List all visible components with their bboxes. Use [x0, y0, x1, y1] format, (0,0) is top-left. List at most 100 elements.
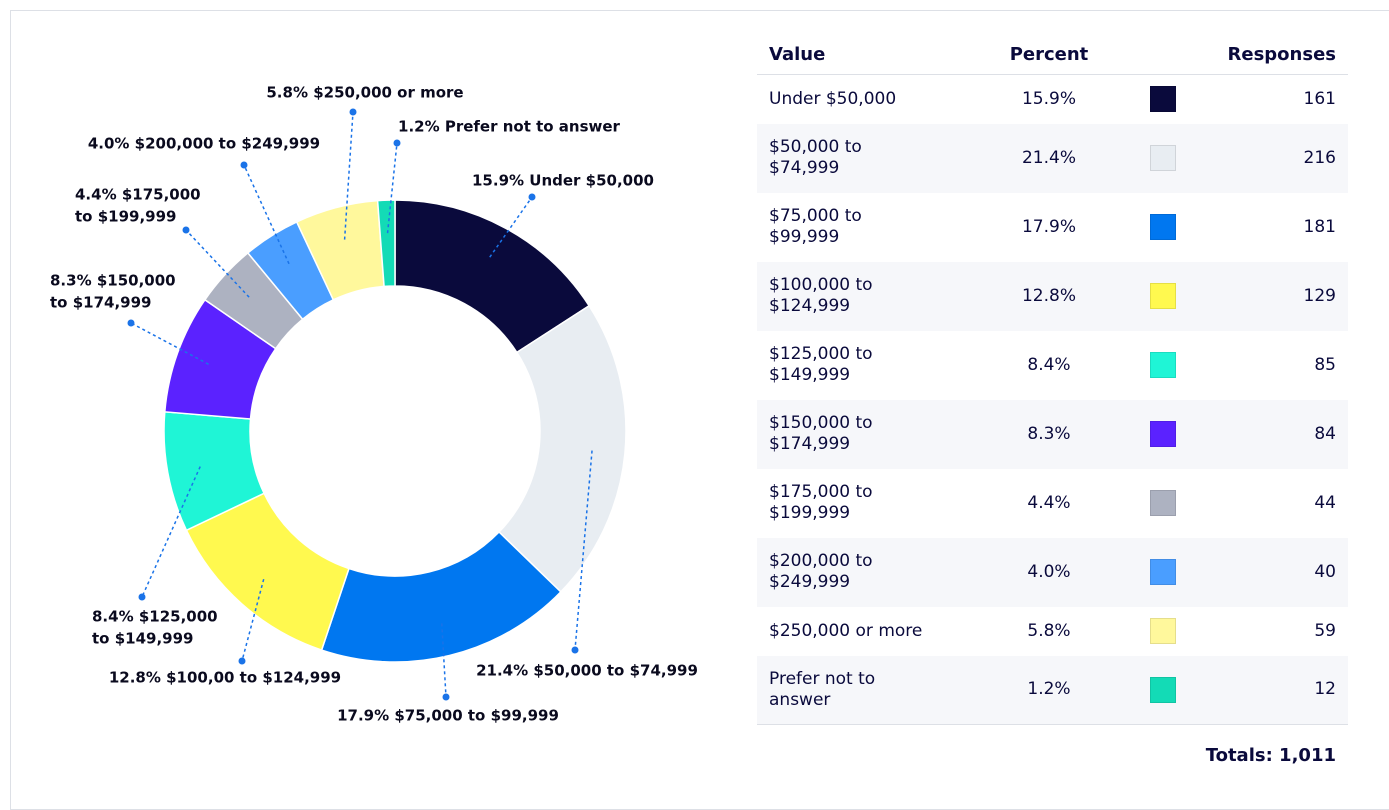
- percent-cell: 15.9%: [1021, 88, 1076, 109]
- callout-label: to $174,999: [50, 294, 151, 312]
- value-cell: $150,000 to $174,999: [757, 400, 977, 469]
- responses-cell: 129: [1303, 285, 1336, 306]
- table-row: $100,000 to $124,999 12.8% 129: [757, 261, 1348, 331]
- swatch-cell: [1121, 655, 1205, 725]
- callout-label: 8.4% $125,000: [92, 608, 218, 626]
- percent-cell: 21.4%: [1021, 147, 1076, 168]
- header-swatch: [1121, 34, 1205, 75]
- table-row: $125,000 to $149,999 8.4% 85: [757, 331, 1348, 400]
- callout-dot: [442, 693, 450, 701]
- responses-cell: 44: [1314, 492, 1336, 513]
- swatch-cell: [1121, 193, 1205, 262]
- page: 15.9% Under $50,000 21.4% $50,000 to $74,…: [10, 10, 1389, 810]
- value-text: Under $50,000: [769, 88, 897, 109]
- swatch-cell: [1121, 607, 1205, 656]
- callout-line: [130, 322, 209, 365]
- color-swatch: [1150, 145, 1176, 171]
- value-text: $249,999: [769, 572, 851, 592]
- callout-label: 8.3% $150,000: [50, 272, 176, 290]
- value-cell: Prefer not to answer: [757, 655, 977, 725]
- color-swatch: [1150, 490, 1176, 516]
- callout-label: 4.4% $175,000: [75, 186, 201, 204]
- responses-cell: 40: [1314, 561, 1336, 582]
- callout-line: [243, 164, 290, 265]
- donut-chart: 15.9% Under $50,000 21.4% $50,000 to $74,…: [50, 84, 698, 725]
- callout-label: 1.2% Prefer not to answer: [398, 118, 621, 136]
- percent-cell: 8.4%: [1027, 354, 1071, 375]
- value-text: $50,000 to: [769, 137, 862, 157]
- swatch-cell: [1121, 538, 1205, 607]
- value-text: $125,000 to: [769, 344, 873, 364]
- percent-cell: 5.8%: [1027, 620, 1071, 641]
- results-table: Value Percent Responses Under $50,000 15.…: [757, 34, 1348, 725]
- responses-cell: 216: [1303, 147, 1336, 168]
- donut-slice: [497, 304, 627, 593]
- color-swatch: [1150, 618, 1176, 644]
- value-cell: $200,000 to $249,999: [757, 538, 977, 607]
- value-cell: $50,000 to $74,999: [757, 124, 977, 193]
- table-row: $75,000 to $99,999 17.9% 181: [757, 193, 1348, 262]
- value-text: $124,999: [769, 296, 851, 316]
- responses-cell: 59: [1314, 620, 1336, 641]
- percent-cell: 12.8%: [1021, 285, 1076, 306]
- percent-cell: 4.0%: [1027, 561, 1071, 582]
- percent-cell: 1.2%: [977, 655, 1121, 725]
- callout-dot: [240, 161, 248, 169]
- callout-label: 5.8% $250,000 or more: [266, 84, 463, 102]
- table-row: $175,000 to $199,999 4.4% 44: [757, 469, 1348, 538]
- swatch-cell: [1121, 75, 1205, 124]
- value-cell: Under $50,000: [757, 75, 977, 124]
- value-text: Prefer not to: [769, 668, 876, 689]
- value-text: $100,000 to: [769, 275, 873, 295]
- callout-label: 12.8% $100,00 to $124,999: [109, 669, 341, 687]
- swatch-cell: [1121, 262, 1205, 331]
- table-row: $50,000 to $74,999 21.4% 216: [757, 123, 1348, 193]
- header-percent: Percent: [977, 34, 1121, 75]
- value-text: $199,999: [769, 503, 851, 523]
- percent-cell: 17.9%: [1021, 216, 1076, 237]
- color-swatch: [1150, 86, 1176, 113]
- value-text: $74,999: [769, 158, 840, 178]
- callout-label: 15.9% Under $50,000: [472, 172, 654, 190]
- table-row: Prefer not to answer 1.2% 12: [757, 655, 1348, 725]
- swatch-cell: [1121, 331, 1205, 400]
- color-swatch: [1150, 421, 1176, 447]
- color-swatch: [1150, 214, 1176, 240]
- table-row: Under $50,000 15.9% 161: [757, 75, 1348, 124]
- color-swatch: [1150, 283, 1176, 309]
- percent-cell: 8.3%: [1027, 423, 1071, 444]
- value-text: $150,000 to: [769, 413, 873, 433]
- callout-label: to $199,999: [75, 208, 176, 226]
- callout-dot: [182, 226, 190, 234]
- header-value: Value: [757, 34, 977, 75]
- header-responses: Responses: [1205, 34, 1348, 75]
- callout-dot: [138, 593, 146, 601]
- callout-dot: [238, 657, 246, 665]
- callout-label: to $149,999: [92, 630, 193, 648]
- color-swatch: [1150, 559, 1176, 585]
- responses-cell: 161: [1303, 88, 1336, 109]
- color-swatch: [1150, 676, 1176, 703]
- value-cell: $75,000 to $99,999: [757, 193, 977, 262]
- callout-dot: [393, 139, 401, 147]
- header-row: Value Percent Responses: [757, 34, 1348, 75]
- value-cell: $100,000 to $124,999: [757, 262, 977, 331]
- callout-dot: [571, 646, 579, 654]
- callout-dot: [349, 108, 357, 116]
- swatch-cell: [1121, 400, 1205, 469]
- value-text: $250,000 or more: [769, 620, 923, 641]
- callout-dot: [528, 193, 536, 201]
- donut-slice: [376, 199, 396, 288]
- callout-line: [241, 579, 265, 662]
- value-text: $149,999: [769, 365, 851, 385]
- color-swatch: [1150, 352, 1176, 378]
- table-row: $250,000 or more 5.8% 59: [757, 607, 1348, 656]
- callout-line: [441, 623, 447, 698]
- value-text: $200,000 to: [769, 551, 873, 571]
- callout-label: 21.4% $50,000 to $74,999: [476, 662, 698, 680]
- value-cell: $125,000 to $149,999: [757, 331, 977, 400]
- table-row: $150,000 to $174,999 8.3% 84: [757, 399, 1348, 469]
- value-text: $99,999: [769, 227, 840, 247]
- callout-label: 4.0% $200,000 to $249,999: [88, 135, 320, 153]
- value-text: $75,000 to: [769, 206, 862, 226]
